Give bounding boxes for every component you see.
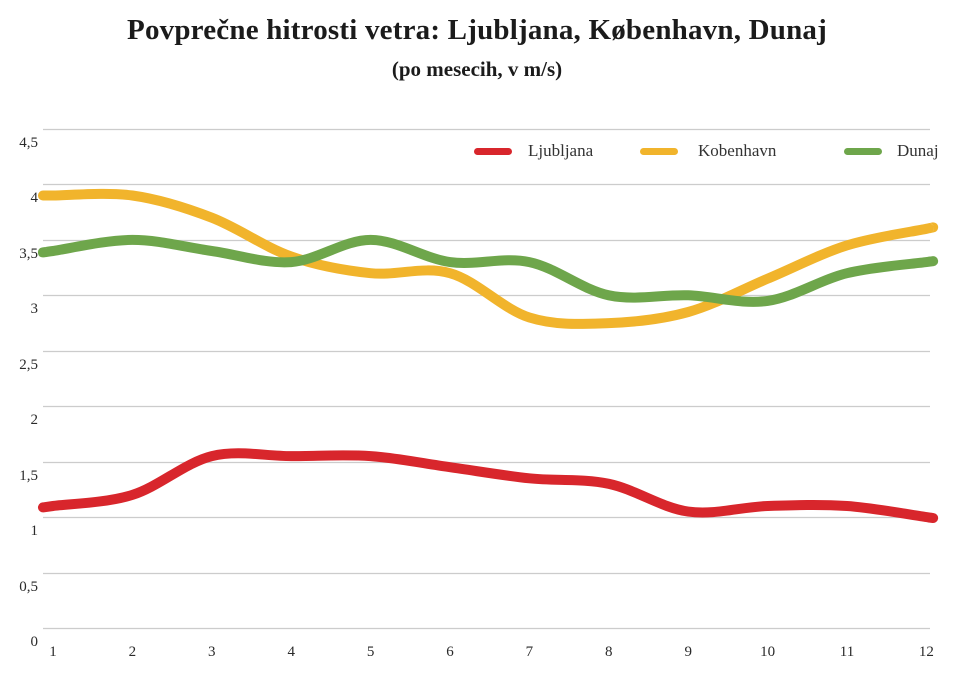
legend-swatch-dunaj-icon xyxy=(844,147,882,155)
chart-title: Povprečne hitrosti vetra: Ljubljana, Køb… xyxy=(127,14,827,46)
x-tick-label: 3 xyxy=(208,644,216,660)
legend-item-kobenhavn: Kobenhavn xyxy=(640,141,776,161)
y-tick-label: 0,5 xyxy=(19,578,38,595)
y-tick-label: 2,5 xyxy=(19,356,38,373)
series-line-dunaj xyxy=(37,234,939,307)
x-tick-label: 5 xyxy=(366,644,375,660)
x-tick-label: 6 xyxy=(446,644,454,660)
y-tick-label: 3 xyxy=(30,301,39,318)
legend-swatch-kobenhavn-icon xyxy=(640,147,678,155)
legend-swatch-ljubljana-icon xyxy=(474,147,512,155)
legend-label-dunaj: Dunaj xyxy=(897,141,939,160)
x-tick-label: 12 xyxy=(918,644,934,660)
series-line-ljubljana xyxy=(37,448,939,524)
y-tick-label: 1 xyxy=(30,523,39,540)
legend-item-dunaj: Dunaj xyxy=(844,141,939,161)
y-tick-label: 4,5 xyxy=(19,134,38,151)
y-tick-label: 0 xyxy=(30,634,39,650)
x-tick-label: 2 xyxy=(128,644,137,660)
x-tick-label: 11 xyxy=(839,644,855,660)
x-tick-label: 10 xyxy=(760,644,776,660)
y-tick-label: 1,5 xyxy=(19,467,38,484)
series-line-kobenhavn xyxy=(37,188,939,329)
x-tick-label: 7 xyxy=(525,644,534,660)
y-tick-label: 2 xyxy=(30,412,39,429)
legend-label-kobenhavn: Kobenhavn xyxy=(698,141,777,160)
legend-label-ljubljana: Ljubljana xyxy=(528,141,594,160)
x-tick-label: 1 xyxy=(49,644,57,660)
series-lines xyxy=(37,188,939,524)
x-tick-label: 4 xyxy=(287,644,295,660)
chart-subtitle: (po mesecih, v m/s) xyxy=(391,57,563,81)
x-tick-label: 8 xyxy=(605,644,613,660)
x-tick-label: 9 xyxy=(684,644,692,660)
y-tick-label: 3,5 xyxy=(19,245,38,262)
legend-item-ljubljana: Ljubljana xyxy=(474,141,593,161)
y-tick-label: 4 xyxy=(30,190,39,207)
